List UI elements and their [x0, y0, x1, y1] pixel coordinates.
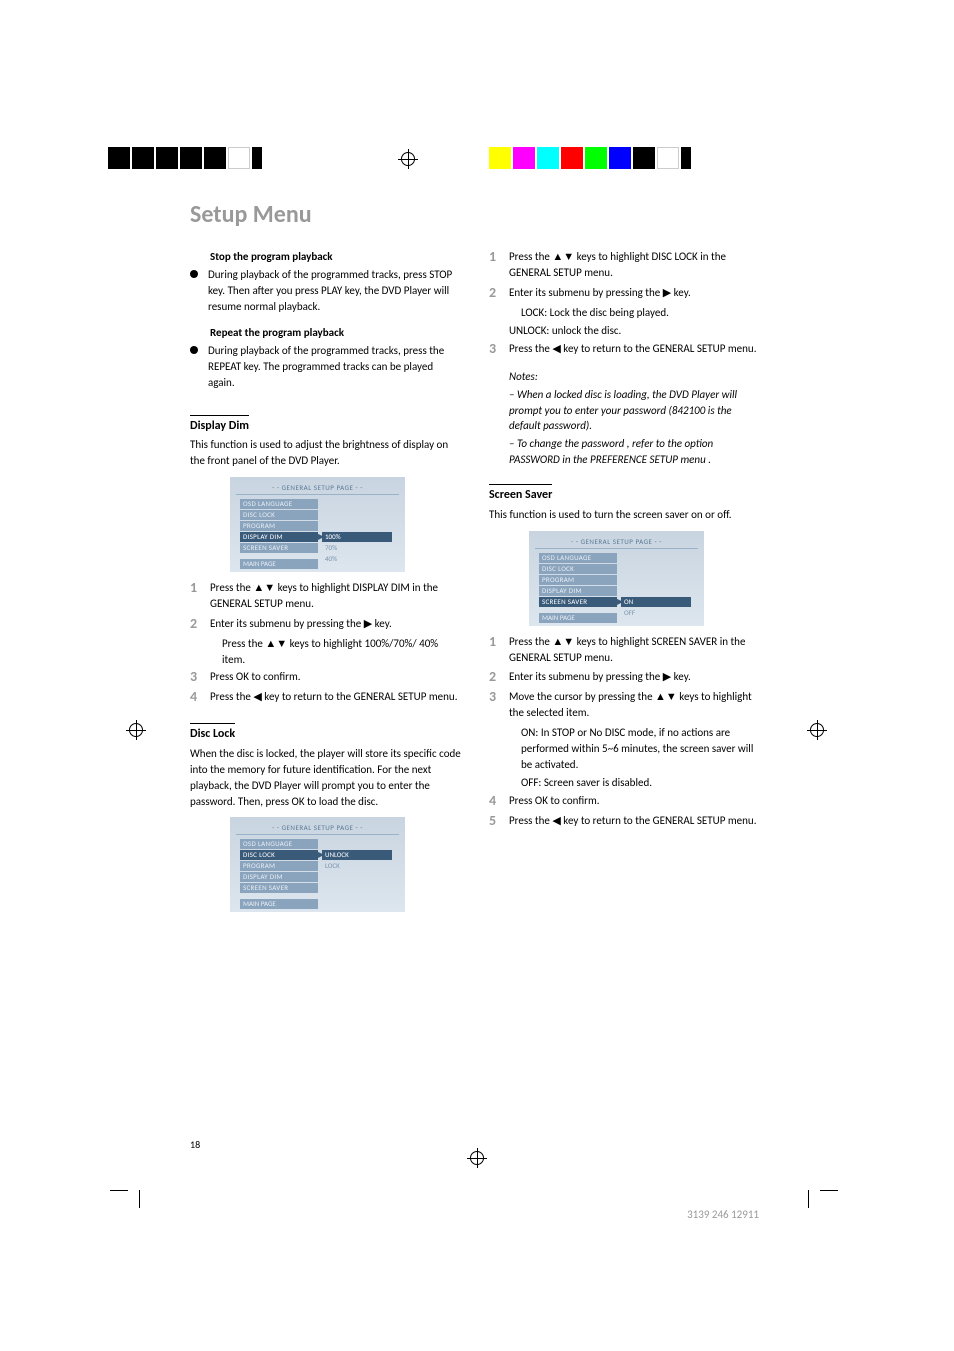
step-sub: ON: In STOP or No DISC mode, if no actio… [489, 725, 760, 773]
ss-title: - - GENERAL SETUP PAGE - - [230, 823, 405, 833]
ss-title: - - GENERAL SETUP PAGE - - [529, 537, 704, 547]
crosshair-icon [398, 149, 418, 169]
crop-mark [808, 1190, 838, 1220]
ss-menu: OSD LANGUAGE DISC LOCK PROGRAM DISPLAY D… [240, 499, 318, 554]
ss-submenu: 100% 70% 40% [322, 532, 392, 565]
ss-main-page: MAIN PAGE [240, 899, 318, 909]
step-text: Press the ◀ key to return to the GENERAL… [509, 341, 756, 357]
step-text: Press the ▲▼ keys to highlight DISC LOCK… [509, 249, 760, 281]
step-sub: LOCK: Lock the disc being played. [489, 305, 760, 321]
para-screen-saver: This function is used to turn the screen… [489, 507, 760, 523]
print-marks-top-right [489, 147, 691, 169]
step-text: Press the ◀ key to return to the GENERAL… [509, 813, 756, 829]
crosshair-icon [467, 1148, 487, 1168]
step-sub: OFF: Screen saver is disabled. [489, 775, 760, 791]
para-stop: During playback of the programmed tracks… [208, 267, 461, 315]
bullet-icon [190, 270, 198, 278]
bullet-icon [190, 346, 198, 354]
step-text: Press OK to confirm. [210, 669, 301, 685]
color-bars-left [108, 147, 262, 169]
step-sub: Press the ▲▼ keys to highlight 100%/70%/… [190, 636, 461, 668]
screenshot-disc-lock: - - GENERAL SETUP PAGE - - OSD LANGUAGE … [230, 817, 405, 912]
step-text: Press the ◀ key to return to the GENERAL… [210, 689, 457, 705]
step-sub: UNLOCK: unlock the disc. [489, 323, 760, 339]
ss-submenu: UNLOCK LOCK [322, 850, 392, 872]
heading-repeat: Repeat the program playback [190, 325, 461, 341]
ss-title: - - GENERAL SETUP PAGE - - [230, 483, 405, 493]
step-text: Press the ▲▼ keys to highlight DISPLAY D… [210, 580, 461, 612]
heading-disc-lock: Disc Lock [190, 723, 235, 743]
heading-display-dim: Display Dim [190, 415, 249, 435]
ss-main-page: MAIN PAGE [240, 559, 318, 569]
ss-menu: OSD LANGUAGE DISC LOCK PROGRAM DISPLAY D… [539, 553, 617, 608]
right-column: 1Press the ▲▼ keys to highlight DISC LOC… [489, 249, 760, 920]
notes-text: – When a locked disc is loading, the DVD… [509, 387, 760, 435]
crosshair-icon [126, 720, 146, 740]
notes-text: – To change the password , refer to the … [509, 436, 760, 468]
left-column: Stop the program playback During playbac… [190, 249, 461, 920]
ss-submenu: ON OFF [621, 597, 691, 619]
heading-stop: Stop the program playback [190, 249, 461, 265]
screenshot-display-dim: - - GENERAL SETUP PAGE - - OSD LANGUAGE … [230, 477, 405, 572]
heading-screen-saver: Screen Saver [489, 484, 552, 504]
para-disc-lock: When the disc is locked, the player will… [190, 746, 461, 810]
step-text: Press OK to confirm. [509, 793, 600, 809]
ss-menu: OSD LANGUAGE DISC LOCK PROGRAM DISPLAY D… [240, 839, 318, 894]
notes-block: Notes: – When a locked disc is loading, … [489, 369, 760, 469]
screenshot-screen-saver: - - GENERAL SETUP PAGE - - OSD LANGUAGE … [529, 531, 704, 626]
step-text: Enter its submenu by pressing the ▶ key. [509, 669, 691, 685]
color-bars-right [489, 147, 691, 169]
notes-heading: Notes: [509, 369, 760, 385]
para-display-dim: This function is used to adjust the brig… [190, 437, 461, 469]
print-marks-top-left [108, 147, 262, 169]
para-repeat: During playback of the programmed tracks… [208, 343, 461, 391]
step-text: Move the cursor by pressing the ▲▼ keys … [509, 689, 760, 721]
footer-code: 3139 246 12911 [687, 1208, 759, 1221]
step-text: Enter its submenu by pressing the ▶ key. [509, 285, 691, 301]
page-content: Setup Menu Stop the program playback Dur… [190, 200, 760, 920]
page-number: 18 [190, 1138, 200, 1151]
step-text: Press the ▲▼ keys to highlight SCREEN SA… [509, 634, 760, 666]
page-title: Setup Menu [190, 200, 760, 229]
crosshair-icon [807, 720, 827, 740]
crop-mark [110, 1190, 140, 1220]
step-text: Enter its submenu by pressing the ▶ key. [210, 616, 392, 632]
ss-main-page: MAIN PAGE [539, 613, 617, 623]
